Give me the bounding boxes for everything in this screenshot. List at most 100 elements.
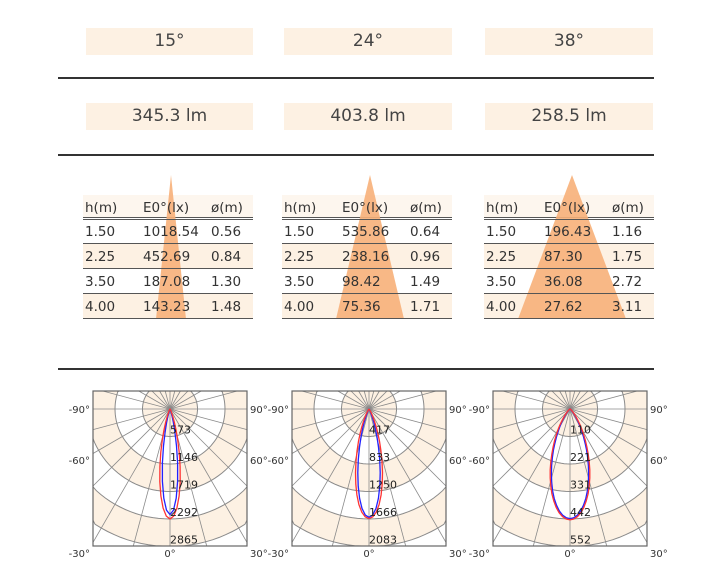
grid-spoke [569, 408, 648, 430]
grid-spoke [92, 408, 171, 487]
light-cone [336, 175, 404, 319]
angle-label: -30° [268, 549, 289, 560]
table-cell: 535.86 [342, 224, 390, 240]
table-cell: 75.36 [342, 299, 381, 315]
grid-spoke [551, 390, 571, 410]
grid-spoke [363, 390, 370, 410]
grid-spoke [291, 408, 370, 454]
angle-label: 0° [164, 549, 175, 560]
grid-spoke [492, 408, 571, 430]
grid-spoke [538, 390, 571, 410]
column-header: E0°(lx) [143, 200, 190, 216]
grid-spoke [350, 390, 370, 410]
table-cell: 98.42 [342, 274, 381, 290]
table-cell: 4.00 [284, 299, 315, 315]
grid-spoke [169, 408, 248, 487]
grid-spoke [337, 390, 370, 410]
beam-angle-38: 38° [485, 28, 653, 55]
table-cell: 1.71 [410, 299, 441, 315]
grid-spoke [92, 408, 171, 454]
grid-spoke [492, 408, 571, 487]
grid-spoke [102, 390, 171, 410]
grid-spoke [331, 408, 370, 547]
table-cell: 452.69 [143, 249, 191, 265]
table-row: 3.50 98.42 1.49 [282, 269, 452, 294]
table-row: 3.50 187.08 1.30 [83, 269, 253, 294]
ring-label: 1250 [369, 479, 397, 492]
angle-label: 60° [449, 456, 467, 467]
grid-spoke [569, 390, 581, 410]
table-row: 2.25 238.16 0.96 [282, 244, 452, 269]
table-cell: 1018.54 [143, 224, 199, 240]
grid-spoke [368, 408, 447, 487]
grid-spoke [368, 390, 380, 410]
angle-label: 0° [564, 549, 575, 560]
table-cell: 196.43 [544, 224, 592, 240]
table-cell: 3.50 [486, 274, 517, 290]
divider [58, 368, 654, 370]
table-row: 4.00 75.36 1.71 [282, 294, 452, 319]
grid-spoke [368, 408, 447, 543]
angle-label: -90° [469, 405, 490, 416]
column-header: h(m) [486, 200, 519, 216]
grid-spoke [368, 408, 407, 547]
column-header: ø(m) [211, 200, 243, 216]
ring-label: 331 [570, 479, 591, 492]
light-cone-graphic [336, 175, 404, 319]
table-cell: 1.50 [284, 224, 315, 240]
grid-spoke [169, 390, 202, 410]
ring-label: 110 [570, 424, 591, 437]
table-row: 4.00 27.62 3.11 [484, 294, 654, 319]
ring-label: 417 [369, 424, 390, 437]
grid-spoke [92, 408, 171, 430]
column-header: E0°(lx) [544, 200, 591, 216]
table-cell: 1.75 [612, 249, 643, 265]
grid-spoke [138, 390, 171, 410]
angle-label: 30° [250, 549, 268, 560]
divider [58, 77, 654, 79]
grid-spoke [159, 390, 171, 410]
grid-spoke [564, 390, 571, 410]
angle-label: 90° [650, 405, 668, 416]
grid-spoke [502, 390, 571, 410]
table-cell: 1.50 [486, 224, 517, 240]
table-cell: 2.25 [85, 249, 116, 265]
grid-spoke [169, 390, 189, 410]
table-cell: 1.48 [211, 299, 242, 315]
lumen-24: 403.8 lm [284, 103, 452, 130]
table-cell: 143.23 [143, 299, 191, 315]
grid-spoke [368, 408, 447, 430]
table-cell: 3.50 [85, 274, 116, 290]
table-cell: 36.08 [544, 274, 583, 290]
grid-spoke [368, 390, 437, 410]
grid-spoke [569, 408, 648, 454]
grid-spoke [291, 408, 370, 487]
table-cell: 187.08 [143, 274, 191, 290]
polar-diagram: 110 221 331 442 552 -90° -60° -30° 0° 30° 60° 90° [469, 390, 668, 560]
grid-spoke [492, 408, 571, 454]
angle-label: -30° [469, 549, 490, 560]
lumen-15: 345.3 lm [86, 103, 253, 130]
angle-label: 0° [363, 549, 374, 560]
grid-spoke [368, 390, 401, 410]
angle-label: -30° [69, 549, 90, 560]
intensity-curve-c90 [159, 408, 181, 520]
intensity-curve-c90 [549, 408, 591, 521]
grid-spoke [169, 390, 181, 410]
grid-spoke [569, 390, 638, 410]
table-cell: 2.25 [284, 249, 315, 265]
grid-spoke [569, 408, 648, 487]
table-cell: 4.00 [85, 299, 116, 315]
grid-spoke [92, 408, 171, 543]
table-cell: 1.30 [211, 274, 242, 290]
grid-spoke [368, 390, 388, 410]
ring-label: 2292 [170, 506, 198, 519]
ring-label: 442 [570, 506, 591, 519]
table-row: 1.50 535.86 0.64 [282, 219, 452, 244]
table-cell: 1.16 [612, 224, 643, 240]
table-cell: 2.25 [486, 249, 517, 265]
plot-frame [291, 390, 447, 547]
grid-spoke [368, 408, 447, 454]
grid-spoke [569, 390, 576, 410]
